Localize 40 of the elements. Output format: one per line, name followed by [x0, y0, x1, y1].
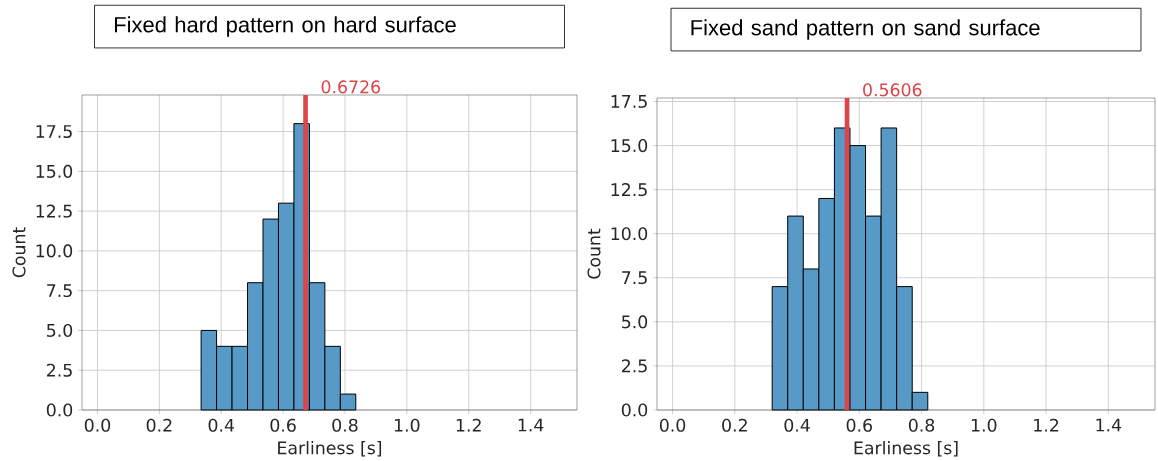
- y-tick-label: 17.5: [36, 125, 72, 139]
- chart-title: Fixed hard pattern on hard surface: [114, 16, 456, 37]
- y-tick-label: 15.0: [611, 139, 648, 153]
- y-tick-label: 5.0: [47, 323, 73, 338]
- y-tick-label: 12.5: [36, 204, 72, 218]
- x-tick-label: 0.2: [722, 418, 747, 432]
- y-tick-label: 15.0: [36, 164, 73, 178]
- x-tick-label: 1.2: [1034, 418, 1059, 432]
- x-axis-title: Earliness [s]: [854, 441, 958, 457]
- y-tick-label: 2.5: [47, 363, 72, 377]
- y-tick-label: 10.0: [611, 227, 648, 241]
- x-tick-label: 1.4: [518, 418, 544, 432]
- y-tick-label: 5.0: [622, 315, 648, 329]
- y-tick-label: 17.5: [611, 95, 647, 109]
- y-tick-label: 0.0: [46, 403, 73, 417]
- x-tick-label: 0.2: [146, 418, 172, 432]
- x-tick-label: 0.0: [659, 418, 686, 432]
- y-tick-label: 7.5: [622, 271, 647, 285]
- x-axis-title: Earliness [s]: [278, 441, 382, 457]
- x-tick-label: 0.4: [784, 418, 810, 432]
- x-tick-label: 1.0: [394, 418, 420, 432]
- x-tick-label: 0.8: [332, 418, 358, 432]
- y-tick-label: 10.0: [36, 244, 73, 258]
- y-tick-label: 0.0: [621, 403, 648, 417]
- x-tick-label: 0.0: [84, 418, 111, 432]
- y-tick-label: 12.5: [611, 183, 647, 197]
- y-axis-title: Count: [12, 227, 26, 278]
- x-tick-label: 1.0: [971, 418, 997, 432]
- y-tick-label: 2.5: [622, 359, 647, 373]
- x-tick-label: 1.4: [1096, 418, 1122, 432]
- ref-line-label: 0.6726: [321, 80, 381, 94]
- y-axis-title: Count: [587, 228, 601, 279]
- chart-title: Fixed sand pattern on sand surface: [691, 19, 1040, 40]
- x-tick-label: 0.6: [846, 418, 872, 432]
- x-tick-label: 0.6: [270, 418, 296, 432]
- x-tick-label: 0.4: [208, 418, 235, 432]
- x-tick-label: 1.2: [456, 418, 481, 432]
- y-tick-label: 7.5: [47, 284, 72, 298]
- ref-line-label: 0.5606: [863, 83, 922, 97]
- x-tick-label: 0.8: [908, 418, 935, 432]
